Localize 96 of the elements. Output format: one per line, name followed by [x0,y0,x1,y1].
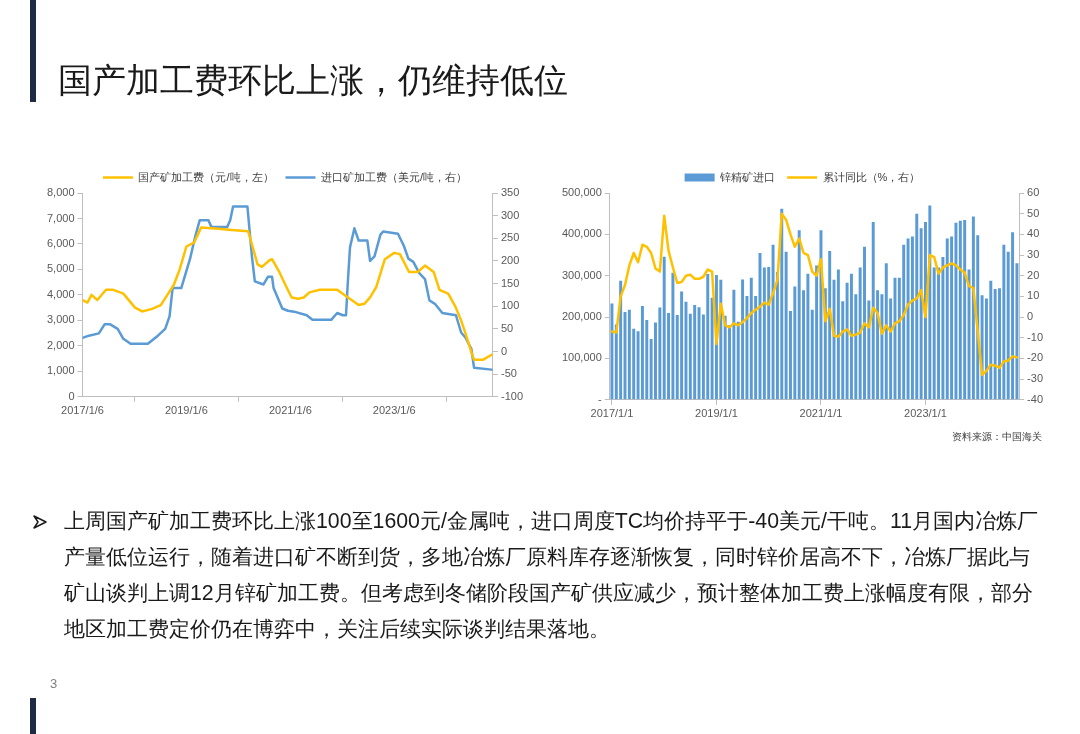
bar [945,238,949,400]
x-tick-label: 2021/1/6 [268,404,312,417]
bar [819,230,823,400]
y2-tick-label: 0 [500,344,508,357]
y2-tick-label: -30 [1027,372,1044,385]
bar [993,288,997,400]
bar [963,219,967,400]
y2-tick-label: -50 [500,367,517,380]
bar [793,286,797,400]
y-tick-label: 400,000 [562,227,602,240]
y2-tick-label: 10 [1027,289,1040,302]
y-tick-label: 1,000 [47,364,75,377]
y2-tick-label: 250 [500,231,520,244]
y2-tick-label: -100 [500,389,524,402]
bar [902,244,906,400]
bar [941,257,945,400]
bar [671,272,675,400]
y-tick-label: 2,000 [47,338,75,351]
bar [849,273,853,400]
y-tick-label: 3,000 [47,313,75,326]
x-tick-label: 2019/1/1 [695,407,738,420]
legend-label: 进口矿加工费（美元/吨，右） [321,170,468,183]
bar [971,216,975,400]
bar [732,289,736,400]
x-tick-label: 2023/1/1 [904,407,947,420]
bar [797,230,801,400]
legend-label: 国产矿加工费（元/吨，左） [138,170,274,183]
bar [836,269,840,400]
y-tick-label: 4,000 [47,287,75,300]
bar [640,305,644,400]
x-tick-label: 2017/1/6 [61,404,104,417]
y-tick-label: 8,000 [47,186,75,199]
y2-tick-label: -10 [1027,330,1044,343]
bar [954,222,958,400]
text: 3 [50,676,58,691]
y2-tick-label: 60 [1027,186,1040,199]
bar [662,256,666,400]
y2-tick-label: -20 [1027,351,1044,364]
legend-label: 累计同比（%，右） [822,170,921,183]
bar [749,277,753,400]
x-tick-label: 2021/1/1 [799,407,843,420]
y-tick-label: 6,000 [47,236,75,249]
bar [906,238,910,400]
y2-tick-label: 350 [500,186,520,199]
text: 资料来源：中国海关 [952,430,1042,444]
y2-tick-label: 150 [500,276,520,289]
bar [880,294,884,400]
bar [693,305,697,400]
y-tick-label: 300,000 [562,268,602,281]
bar [915,213,919,400]
y-tick-label: 0 [68,389,75,402]
bar [828,250,832,400]
bar [958,220,962,400]
bar [871,221,875,400]
y2-tick-label: 200 [500,253,520,266]
y-tick-label: - [598,392,603,405]
x-tick-label: 2019/1/6 [164,404,208,417]
y2-tick-label: -40 [1027,392,1044,405]
bar [680,291,684,400]
y2-tick-label: 20 [1027,268,1040,281]
text: 国产加工费环比上涨，仍维持低位 [58,60,569,101]
bar [610,303,614,400]
bar [741,279,745,400]
bar [723,315,727,400]
bar [1002,244,1006,400]
bar [784,251,788,400]
bar [980,295,984,400]
bar [1011,232,1015,400]
bar [771,244,775,400]
x-tick-label: 2023/1/6 [372,404,416,417]
y-tick-label: 7,000 [47,211,75,224]
bar [658,307,662,400]
x-tick-label: 2017/1/1 [590,407,634,420]
text: 上周国产矿加工费环比上涨100至1600元/金属吨，进口周度TC均价持平于-40美元/干吨。11月国内冶炼厂产量低位运行，随着进口矿不断到货，多地冶炼厂原料库存逐渐恢复，同时锌价居高不下，冶炼厂据此与矿山谈判上调12月锌矿加工费。但考虑到冬储阶段国产矿供应减少，预计整体加工费上涨幅度有限，部分地区加工费定价仍在博弈中，关注后续实际谈判结果落地。 [64,508,1039,643]
y2-tick-label: 30 [1027,248,1040,261]
bar [706,274,710,400]
bar [762,267,766,400]
bar [989,280,993,400]
y2-tick-label: 300 [500,208,520,221]
y2-tick-label: 40 [1027,227,1040,240]
y-tick-label: 100,000 [562,351,602,364]
y-tick-label: 500,000 [562,186,602,199]
bar [806,273,810,400]
bar [863,246,866,400]
y2-tick-label: 50 [500,321,514,334]
bar [932,267,936,400]
legend-label: 锌精矿进口 [719,170,776,183]
y2-tick-label: 100 [500,299,520,312]
y-tick-label: 200,000 [562,310,602,323]
y2-tick-label: 50 [1027,206,1040,219]
bar [697,307,701,400]
bar [767,267,771,400]
y2-tick-label: 0 [1027,310,1034,323]
bar [627,309,631,400]
y-tick-label: 5,000 [47,262,75,275]
bar [884,263,888,400]
